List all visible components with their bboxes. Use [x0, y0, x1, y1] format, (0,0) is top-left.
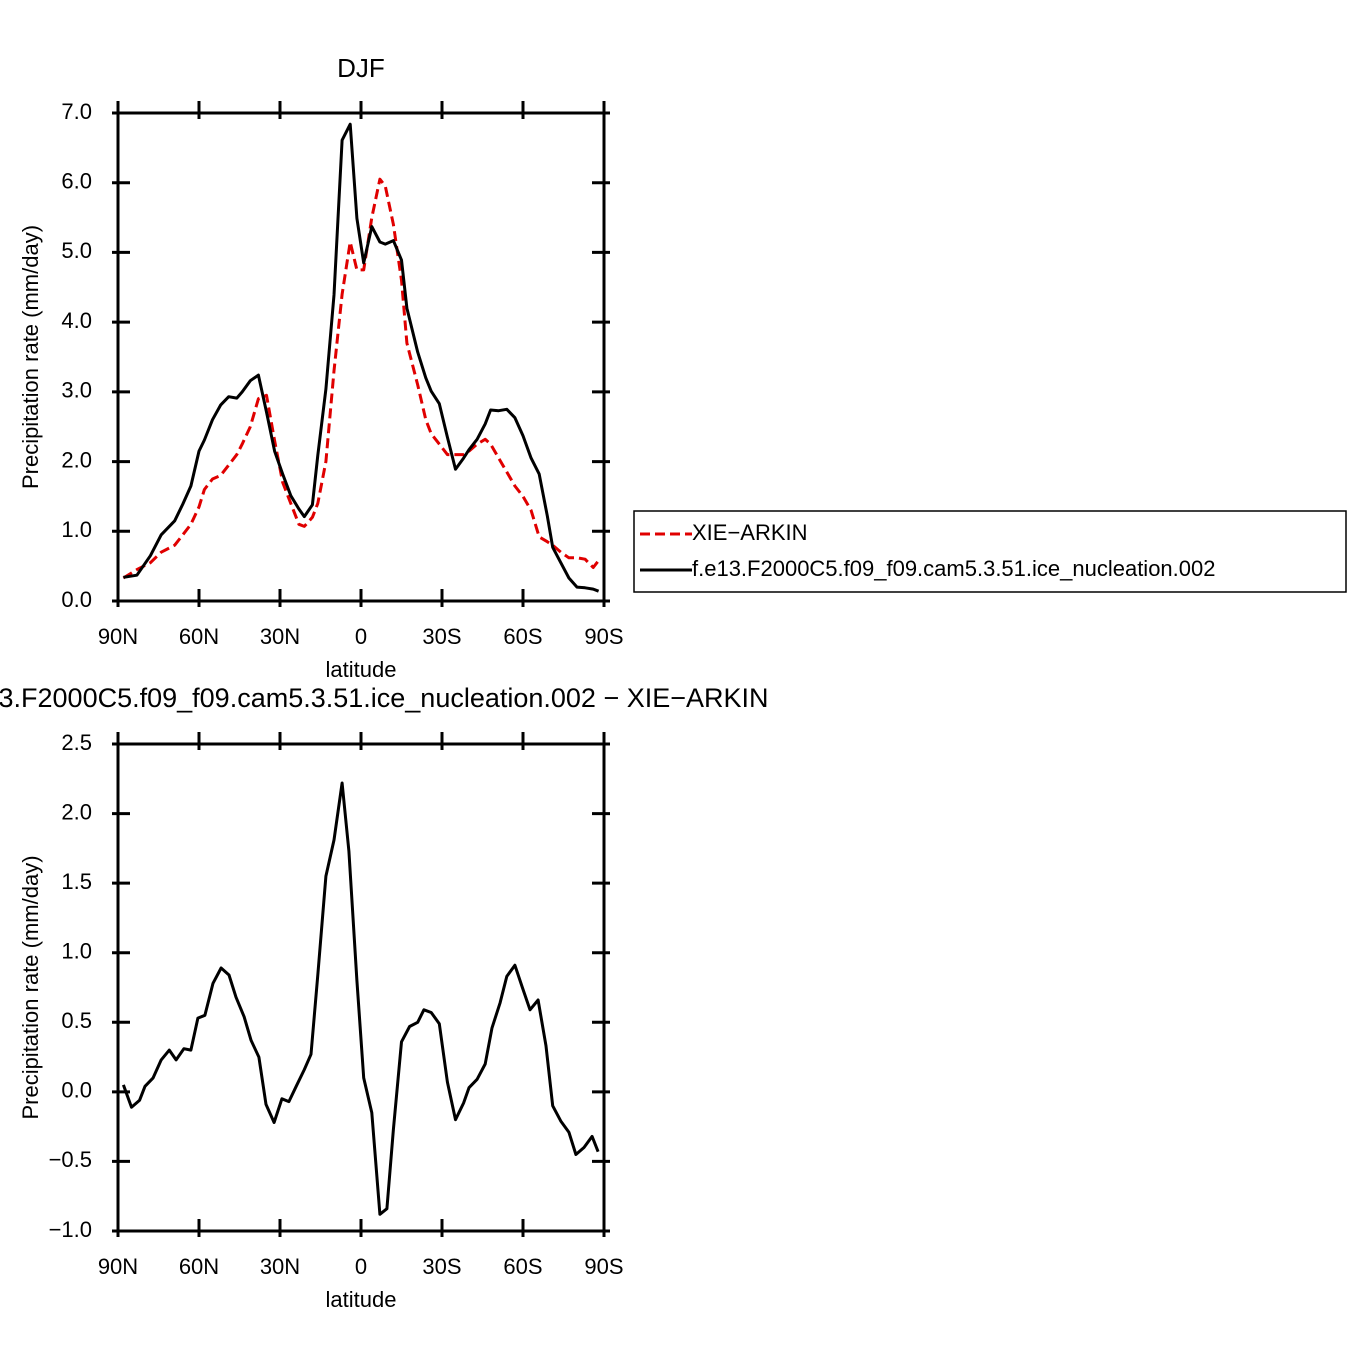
- y-tick-label: 3.0: [61, 378, 92, 403]
- y-tick-label: 1.0: [61, 939, 92, 964]
- plot-frame: [116, 111, 606, 603]
- y-tick-label: 2.5: [61, 730, 92, 755]
- x-tick-label: 90S: [584, 1254, 623, 1279]
- y-tick-label: 5.0: [61, 238, 92, 263]
- x-tick-label: 30N: [260, 624, 300, 649]
- legend-label: f.e13.F2000C5.f09_f09.cam5.3.51.ice_nucl…: [692, 556, 1216, 581]
- y-tick-label: −1.0: [49, 1217, 92, 1242]
- data-line: [121, 781, 600, 1216]
- y-tick-label: 6.0: [61, 169, 92, 194]
- x-tick-label: 30N: [260, 1254, 300, 1279]
- x-axis-label: latitude: [326, 1287, 397, 1312]
- chart-title: f.e13.F2000C5.f09_f09.cam5.3.51.ice_nucl…: [0, 683, 769, 713]
- x-tick-label: 60N: [179, 1254, 219, 1279]
- data-line: [123, 122, 600, 593]
- x-tick-label: 90N: [98, 624, 138, 649]
- y-axis-label: Precipitation rate (mm/day): [18, 855, 43, 1119]
- x-tick-label: 90N: [98, 1254, 138, 1279]
- x-tick-label: 90S: [584, 624, 623, 649]
- y-tick-label: 4.0: [61, 308, 92, 333]
- y-tick-label: 1.5: [61, 869, 92, 894]
- y-tick-label: 2.0: [61, 447, 92, 472]
- x-tick-label: 60S: [503, 1254, 542, 1279]
- y-tick-label: 0.0: [61, 587, 92, 612]
- y-tick-label: −0.5: [49, 1147, 92, 1172]
- y-tick-label: 1.0: [61, 517, 92, 542]
- y-tick-label: 0.0: [61, 1078, 92, 1103]
- chart-title: DJF: [337, 53, 385, 83]
- x-tick-label: 60S: [503, 624, 542, 649]
- legend-box: [633, 510, 1347, 593]
- x-tick-label: 30S: [422, 1254, 461, 1279]
- legend-label: XIE−ARKIN: [692, 520, 808, 545]
- plot-frame: [116, 742, 606, 1233]
- x-tick-label: 0: [355, 1254, 367, 1279]
- y-tick-label: 0.5: [61, 1008, 92, 1033]
- y-axis-label: Precipitation rate (mm/day): [18, 225, 43, 489]
- y-tick-label: 7.0: [61, 99, 92, 124]
- x-tick-label: 0: [355, 624, 367, 649]
- x-axis-label: latitude: [326, 657, 397, 682]
- y-tick-label: 2.0: [61, 799, 92, 824]
- x-tick-label: 30S: [422, 624, 461, 649]
- x-tick-label: 60N: [179, 624, 219, 649]
